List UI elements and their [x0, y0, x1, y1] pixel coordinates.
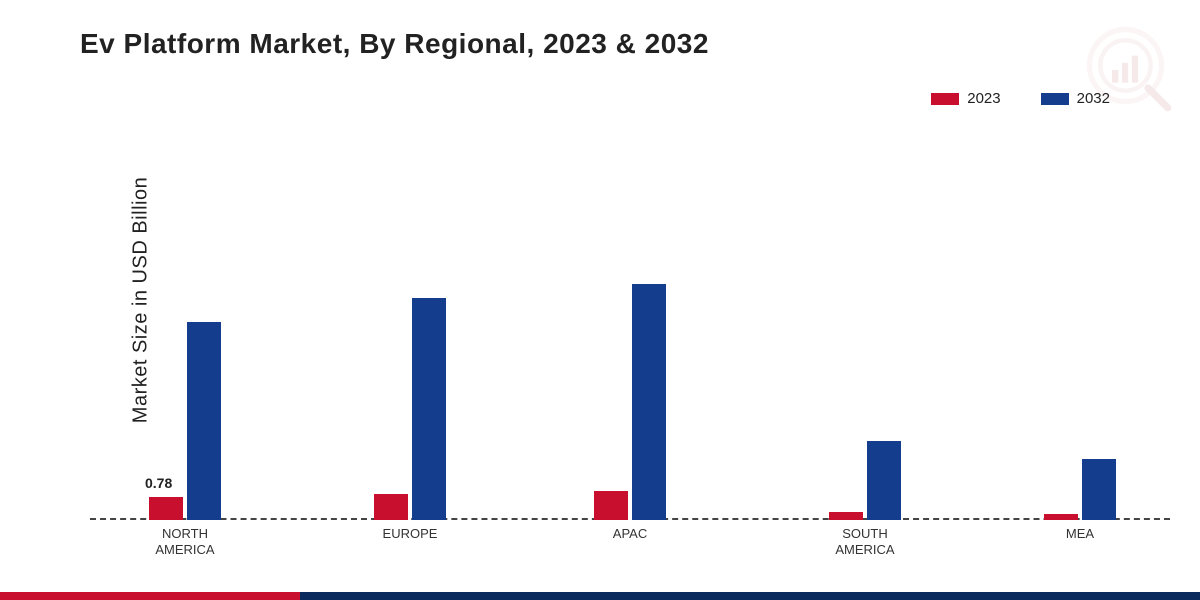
- plot-area: 0.78: [90, 170, 1170, 520]
- bar-2032: [187, 322, 221, 520]
- legend-item-2023: 2023: [931, 90, 1000, 107]
- bar-2023: [594, 491, 628, 520]
- bar-2023: [374, 494, 408, 520]
- bottom-border-navy: [300, 592, 1200, 600]
- chart-title: Ev Platform Market, By Regional, 2023 & …: [80, 28, 709, 60]
- bar-2032: [1082, 459, 1116, 520]
- bar-2032: [867, 441, 901, 520]
- bar-group: [1044, 459, 1116, 520]
- bar-2032: [632, 284, 666, 520]
- bar-2023: [149, 497, 183, 520]
- x-axis-labels: NORTH AMERICA EUROPE APAC SOUTH AMERICA MEA: [90, 526, 1170, 576]
- legend: 2023 2032: [931, 90, 1110, 107]
- bar-group: [594, 284, 666, 520]
- bar-2023: [1044, 514, 1078, 520]
- x-axis-category-label: SOUTH AMERICA: [805, 526, 925, 557]
- x-axis-category-label: MEA: [1020, 526, 1140, 542]
- bar-group: [149, 322, 221, 520]
- bar-group: [829, 441, 901, 520]
- legend-item-2032: 2032: [1041, 90, 1110, 107]
- bottom-border-red: [0, 592, 300, 600]
- x-axis-category-label: NORTH AMERICA: [125, 526, 245, 557]
- bar-2023: [829, 512, 863, 520]
- legend-label-2023: 2023: [967, 90, 1000, 107]
- legend-swatch-2023: [931, 93, 959, 105]
- x-axis-category-label: EUROPE: [350, 526, 470, 542]
- legend-swatch-2032: [1041, 93, 1069, 105]
- bar-2032: [412, 298, 446, 520]
- legend-label-2032: 2032: [1077, 90, 1110, 107]
- x-axis-category-label: APAC: [570, 526, 690, 542]
- bottom-border: [0, 592, 1200, 600]
- bar-group: [374, 298, 446, 520]
